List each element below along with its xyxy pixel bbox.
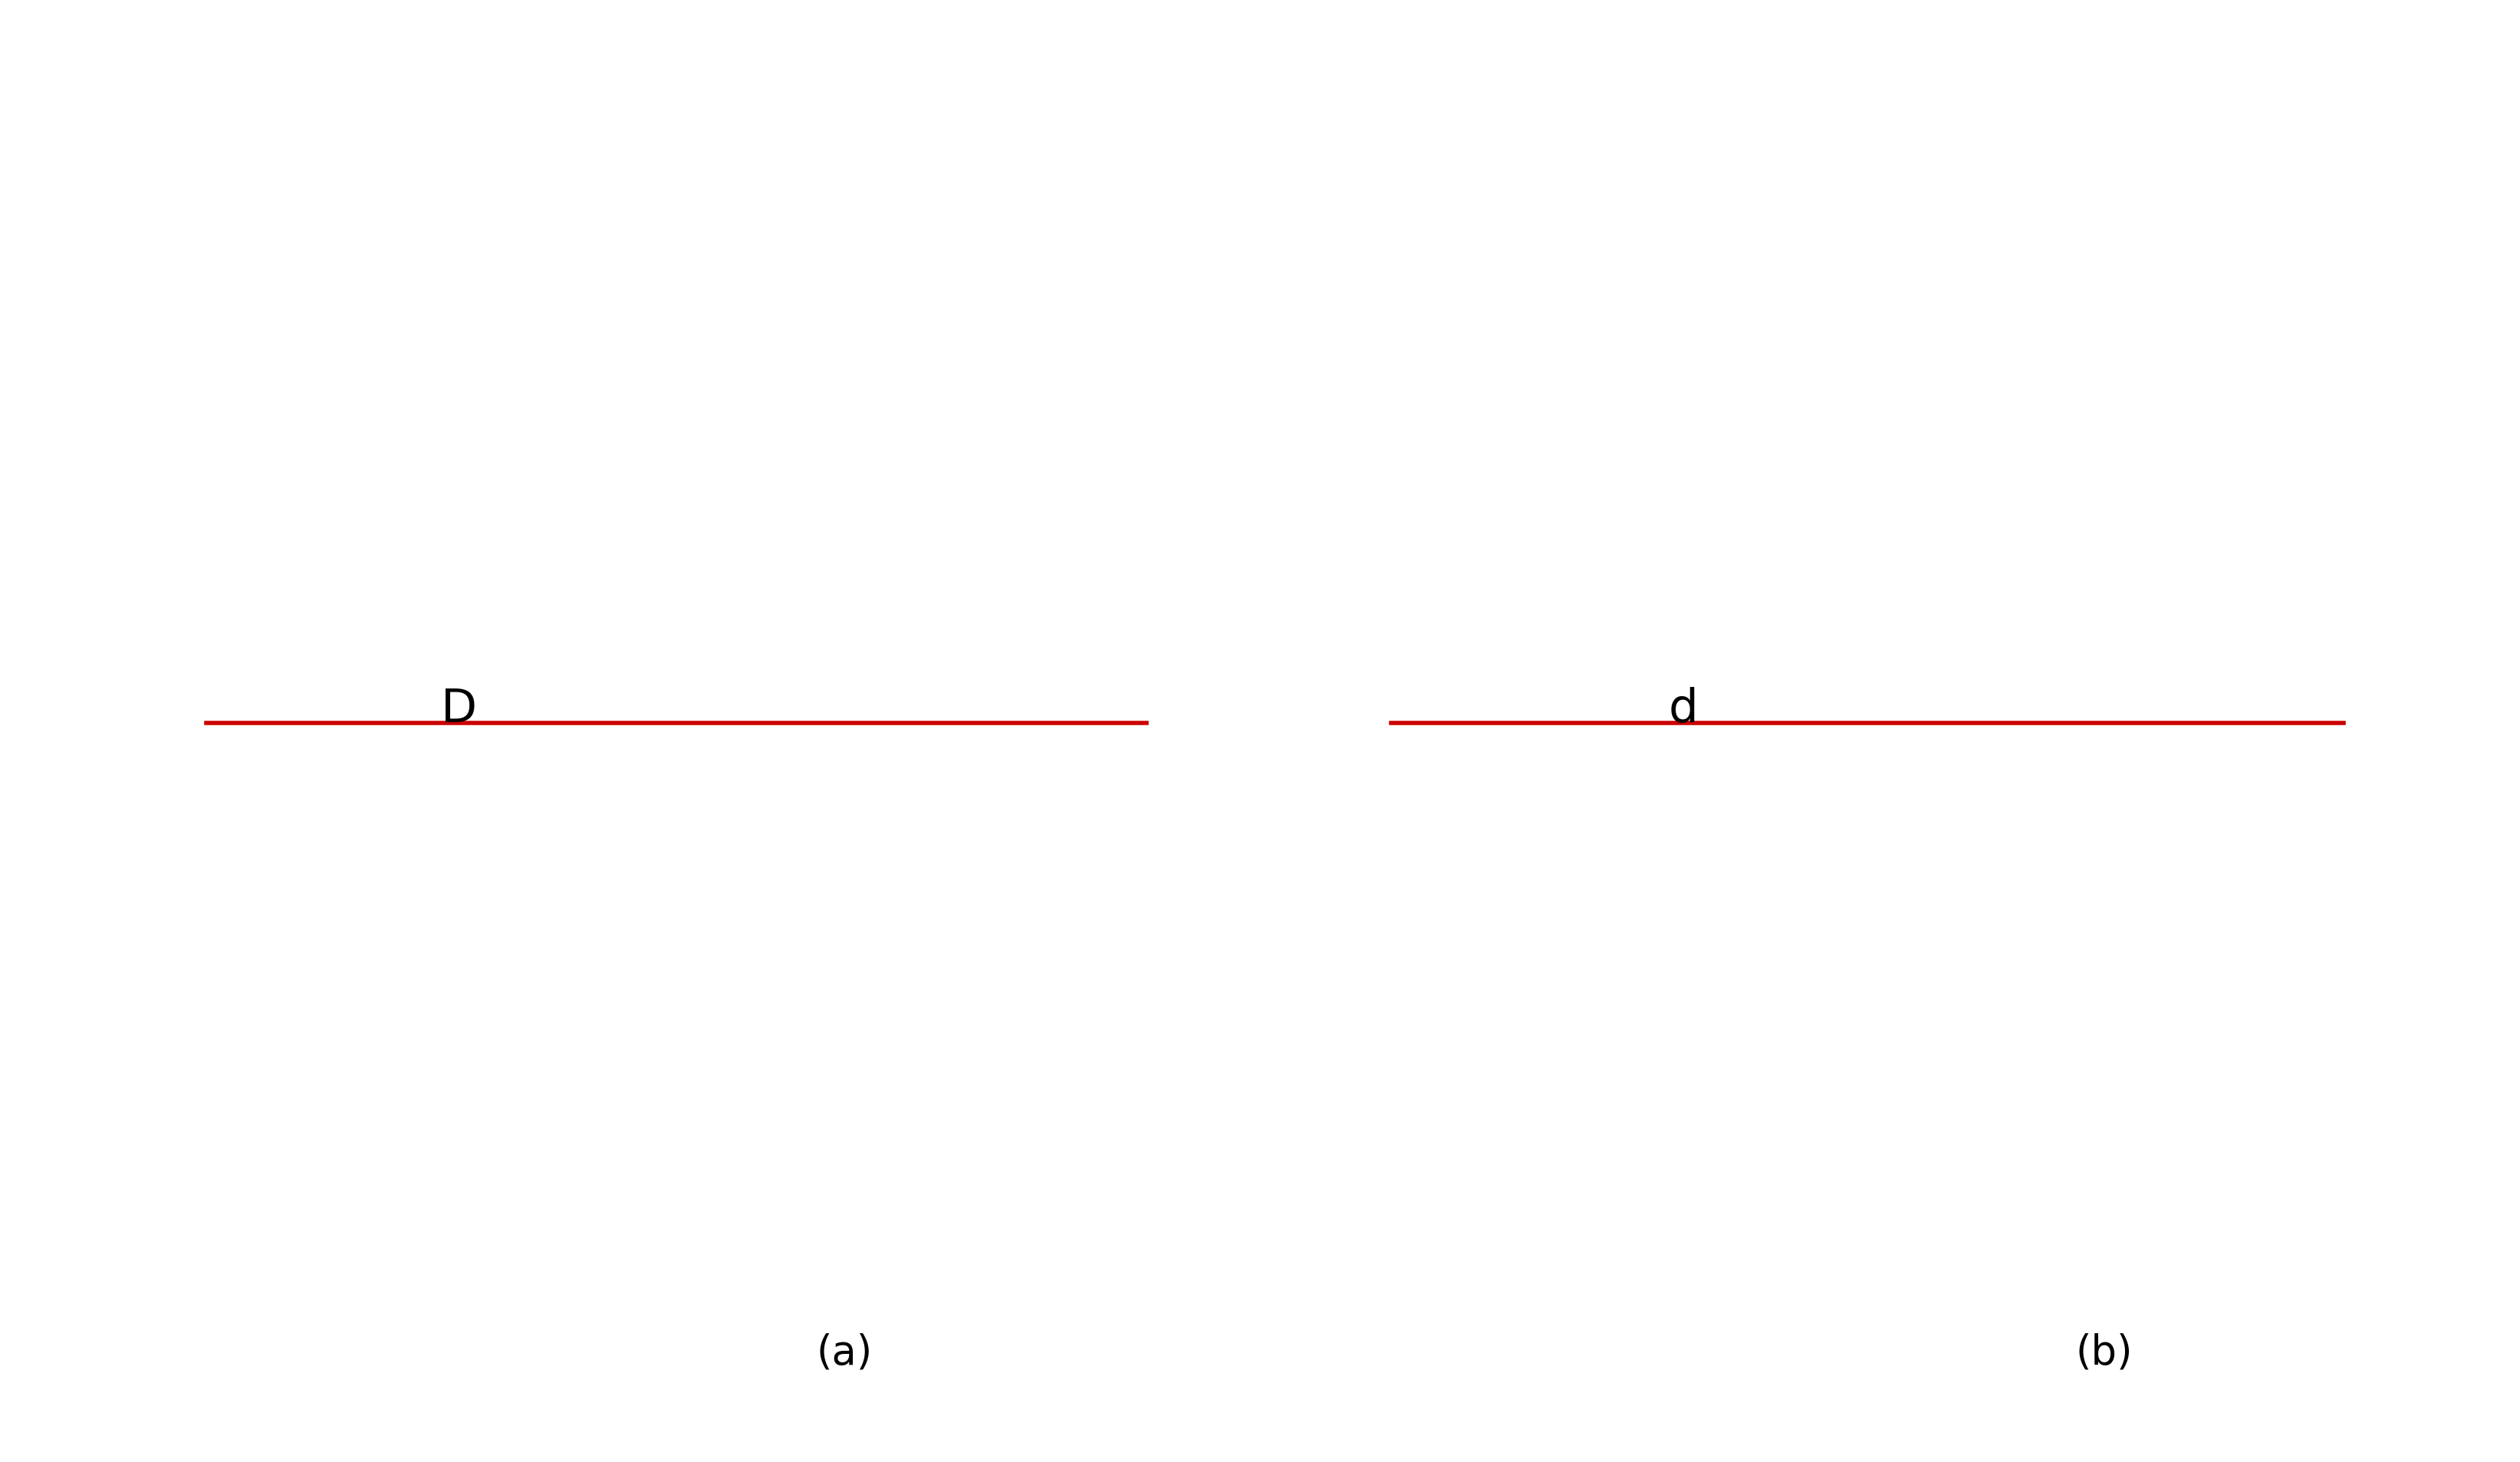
Text: (b): (b) (2076, 1332, 2132, 1373)
Text: d: d (1668, 687, 1698, 731)
Text: (a): (a) (816, 1332, 872, 1373)
Text: D: D (441, 687, 476, 731)
